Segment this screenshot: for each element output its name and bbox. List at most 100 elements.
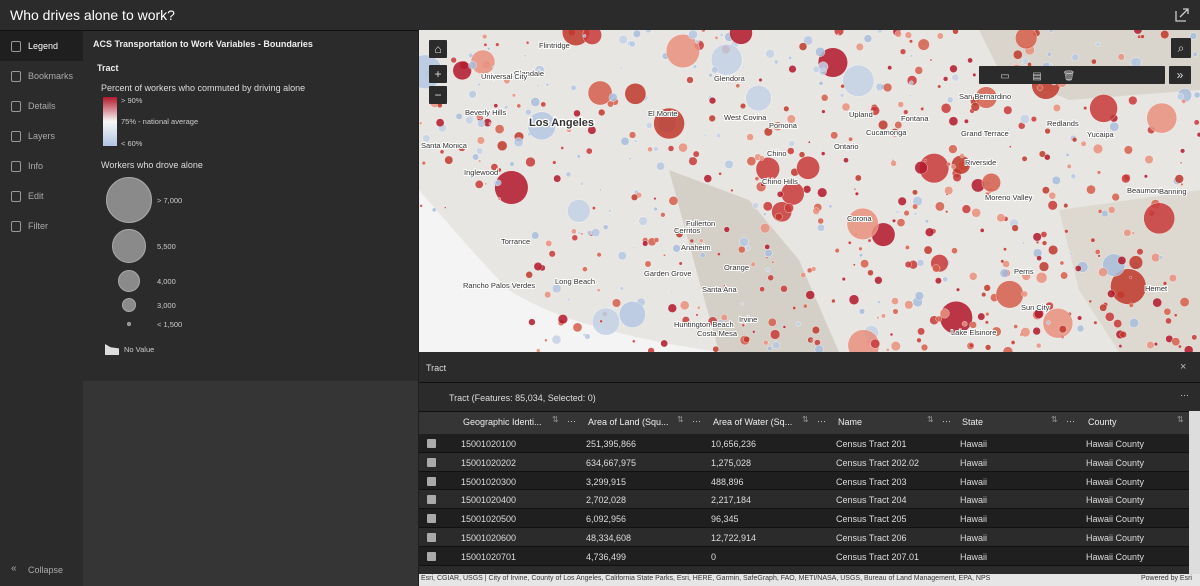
map-symbol (469, 176, 473, 179)
table-row (419, 452, 1189, 472)
map-symbol (525, 40, 530, 45)
map-symbol (647, 347, 655, 352)
map-symbol (544, 291, 552, 299)
map-symbol (455, 113, 463, 120)
sidebar-item[interactable]: Filter (28, 221, 48, 231)
map-symbol (444, 206, 447, 209)
table-summary: Tract (Features: 85,034, Selected: 0) (449, 393, 596, 403)
map-symbol (746, 133, 754, 141)
table-cell: 634,667,975 (586, 457, 637, 468)
powered-by: Powered by Esri (1141, 575, 1192, 582)
map-symbol (798, 42, 808, 51)
row-checkbox[interactable] (427, 533, 436, 542)
column-menu[interactable]: ⋯ (1066, 416, 1075, 426)
zoom-out[interactable] (429, 86, 447, 104)
row-checkbox[interactable] (427, 551, 436, 561)
sidebar-item[interactable]: Edit (28, 191, 44, 201)
sidebar-item[interactable]: Info (28, 161, 44, 171)
map-symbol (1121, 174, 1131, 184)
map-symbol (796, 156, 820, 180)
row-checkbox[interactable] (427, 495, 436, 505)
column-menu[interactable]: ⋯ (567, 416, 576, 426)
color-label: < 60% (121, 139, 143, 148)
map-symbol (1129, 275, 1133, 279)
map-symbol (577, 230, 582, 235)
table-cell: Census Tract 204 (836, 495, 907, 506)
column-header[interactable]: Area of Water (Sq... (713, 417, 793, 427)
column-header[interactable]: County (1088, 417, 1117, 427)
map-symbol (509, 161, 515, 167)
map-symbol (877, 300, 881, 304)
map-symbol (877, 30, 883, 34)
map-symbol (1101, 210, 1109, 218)
sketch-toolbar[interactable] (979, 66, 1165, 84)
map-symbol (890, 341, 901, 352)
home-button[interactable] (429, 40, 447, 58)
close-button[interactable]: × (1180, 361, 1187, 373)
map-symbol (885, 348, 890, 352)
map-symbol (774, 212, 783, 221)
map-symbol (592, 307, 620, 336)
map-symbol (887, 65, 893, 71)
map-symbol (904, 245, 910, 250)
map-symbol (611, 298, 621, 308)
sidebar-item[interactable]: Details (28, 101, 56, 111)
map-symbol (1048, 191, 1057, 200)
row-checkbox[interactable] (427, 476, 436, 486)
share-button[interactable] (1174, 7, 1190, 23)
column-header[interactable]: Geographic Identi... (463, 417, 542, 427)
column-header[interactable]: Name (838, 417, 863, 427)
zoom-in[interactable] (429, 65, 447, 83)
map-symbol (903, 210, 910, 217)
map-symbol (755, 157, 780, 182)
map-symbol (914, 291, 925, 301)
map-symbol (596, 252, 602, 258)
table-cell: Hawaii County (1086, 457, 1145, 468)
sidebar-item[interactable]: Legend (28, 41, 59, 51)
more-button[interactable]: ⋯ (1180, 390, 1189, 400)
expand-button[interactable] (1169, 66, 1191, 84)
map-symbol (619, 286, 625, 291)
map-symbol (996, 213, 1006, 223)
column-menu[interactable]: ⋯ (817, 416, 826, 426)
sidebar-item[interactable]: Layers (28, 131, 56, 141)
map-symbol (1080, 140, 1087, 147)
search-button[interactable] (1171, 38, 1191, 58)
map-symbol (632, 246, 636, 249)
map-symbol (688, 30, 698, 40)
row-checkbox[interactable] (427, 457, 436, 467)
map-symbol (1065, 153, 1070, 157)
map-symbol (1109, 121, 1120, 132)
column-header[interactable]: State (962, 417, 984, 427)
place-label: Glendora (714, 74, 746, 83)
column-menu[interactable]: ⋯ (942, 416, 951, 426)
map-symbol (598, 108, 606, 117)
column-menu[interactable]: ⋯ (692, 416, 701, 426)
row-checkbox[interactable] (427, 439, 436, 448)
row-checkbox[interactable] (427, 514, 436, 524)
map-symbol (712, 345, 720, 352)
map-symbol (867, 269, 874, 277)
map-symbol (630, 193, 638, 201)
collapse-button[interactable]: Collapse (28, 565, 64, 575)
map-symbol (909, 94, 912, 97)
column-header[interactable]: Area of Land (Squ... (588, 417, 669, 427)
map-symbol (831, 298, 836, 304)
sidebar-item[interactable]: Bookmarks (28, 71, 74, 81)
map-symbol (929, 58, 933, 62)
zoom-out-icon: − (434, 88, 441, 102)
map-symbol (937, 84, 942, 89)
map-symbol (707, 316, 718, 327)
legend-layer: ACS Transportation to Work Variables - B… (93, 39, 313, 49)
map-symbol (675, 227, 679, 231)
map-symbol (917, 327, 925, 336)
legend-color-title: Percent of workers who commuted by drivi… (101, 83, 306, 93)
map-symbol (692, 64, 698, 69)
map-symbol (587, 125, 597, 135)
map-symbol (624, 82, 647, 105)
map-symbol (497, 197, 502, 201)
map-symbol (582, 34, 587, 38)
place-label: Lake Elsinore (951, 328, 996, 337)
